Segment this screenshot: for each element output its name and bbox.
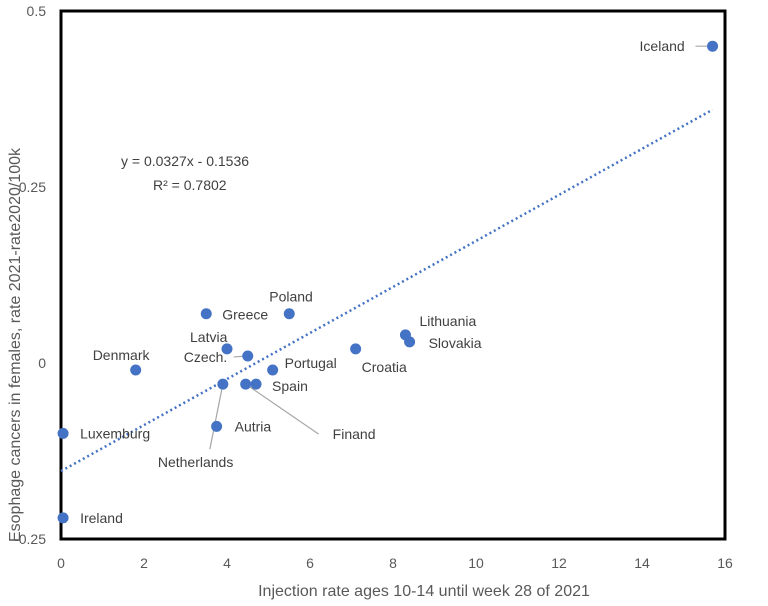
data-point bbox=[130, 364, 142, 376]
data-point-label: Croatia bbox=[362, 359, 407, 375]
data-point bbox=[57, 512, 69, 524]
data-point bbox=[707, 40, 719, 52]
data-point bbox=[283, 308, 295, 320]
y-tick-label: 0.25 bbox=[19, 179, 46, 195]
data-point-label: Lithuania bbox=[419, 313, 476, 329]
data-point bbox=[221, 343, 233, 355]
y-tick-label: 0.5 bbox=[27, 3, 47, 19]
data-point-label: Greece bbox=[222, 307, 268, 323]
x-tick-label: 8 bbox=[389, 555, 397, 571]
data-point bbox=[211, 420, 223, 432]
data-point bbox=[404, 336, 416, 348]
x-tick-label: 14 bbox=[634, 555, 650, 571]
x-axis-label: Injection rate ages 10-14 until week 28 … bbox=[258, 583, 590, 600]
r-squared-label: R² = 0.7802 bbox=[153, 177, 227, 193]
plot-area bbox=[59, 9, 727, 541]
data-point bbox=[240, 378, 252, 390]
data-point-label: Spain bbox=[272, 378, 308, 394]
trendline bbox=[60, 108, 714, 473]
data-point-label: Portugal bbox=[285, 355, 337, 371]
data-point-label: Netherlands bbox=[158, 454, 234, 470]
data-point bbox=[57, 427, 69, 439]
data-point-label: Slovakia bbox=[429, 335, 482, 351]
data-point-label: Poland bbox=[269, 289, 313, 305]
data-point bbox=[242, 350, 254, 362]
data-point-label: Luxemburg bbox=[80, 425, 150, 441]
data-point-label: Autria bbox=[235, 418, 272, 434]
x-tick-label: 4 bbox=[223, 555, 231, 571]
data-point-label: Latvia bbox=[190, 329, 228, 345]
y-tick-label: 0 bbox=[38, 355, 46, 371]
data-point-label: Iceland bbox=[640, 38, 685, 54]
data-point bbox=[250, 378, 262, 390]
data-point bbox=[217, 378, 229, 390]
x-tick-label: 6 bbox=[306, 555, 314, 571]
data-point-label: Finand bbox=[333, 426, 376, 442]
x-tick-label: 16 bbox=[717, 555, 733, 571]
data-point-label: Denmark bbox=[93, 347, 151, 363]
x-tick-label: 2 bbox=[140, 555, 148, 571]
data-point bbox=[267, 364, 279, 376]
y-tick-label: -0.25 bbox=[14, 531, 46, 547]
y-axis-label: Esophage cancers in females, rate 2021-r… bbox=[7, 147, 24, 542]
x-tick-label: 12 bbox=[551, 555, 567, 571]
data-point bbox=[200, 308, 212, 320]
trendline-equation: y = 0.0327x - 0.1536 bbox=[121, 153, 249, 169]
label-leader-line bbox=[245, 383, 320, 435]
data-point-label: Ireland bbox=[80, 510, 123, 526]
data-point bbox=[350, 343, 362, 355]
data-point-label: Czech. bbox=[184, 349, 228, 365]
x-tick-label: 0 bbox=[57, 555, 65, 571]
label-leader-line bbox=[209, 384, 224, 450]
x-tick-label: 10 bbox=[468, 555, 484, 571]
